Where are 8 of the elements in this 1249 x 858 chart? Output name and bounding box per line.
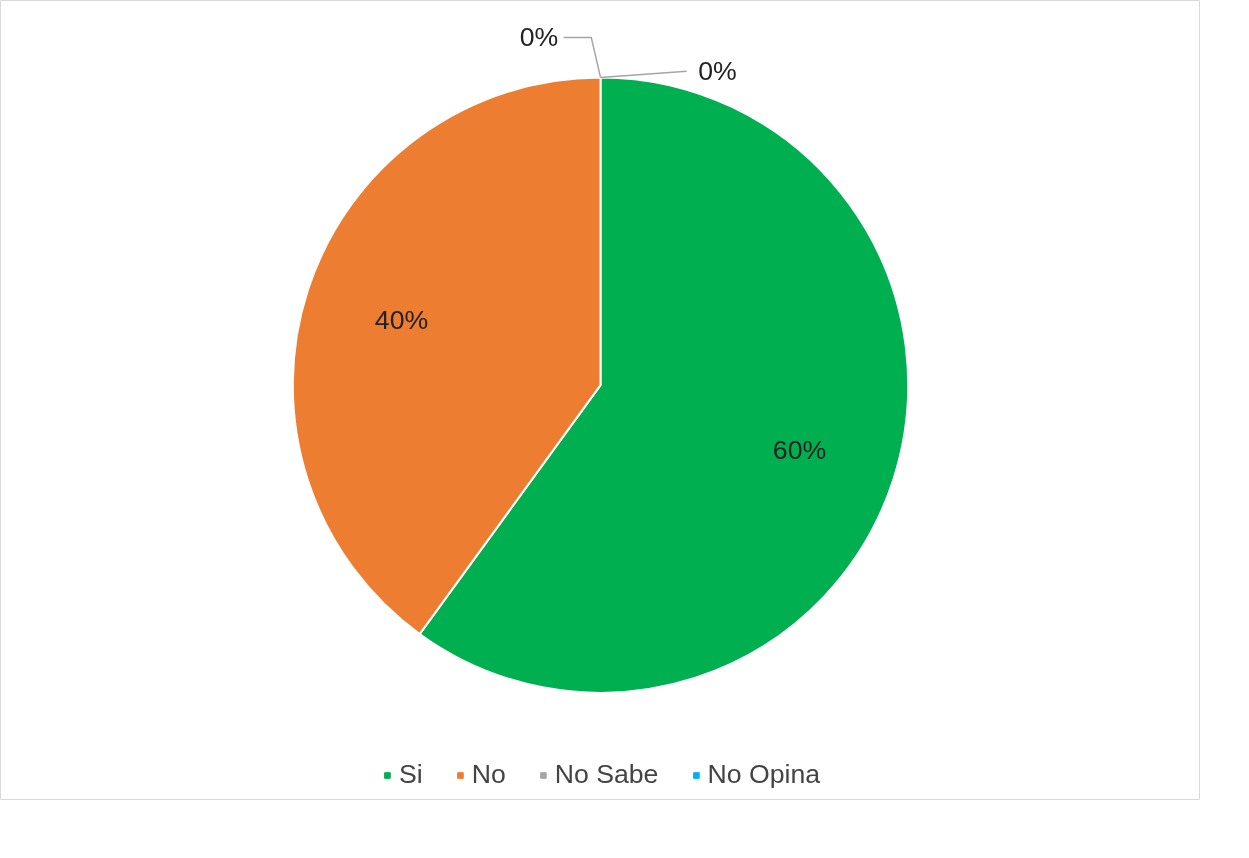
text: 0% xyxy=(698,56,737,87)
text: 0% xyxy=(519,22,559,53)
data-label: 40% xyxy=(374,305,429,336)
legend-label: Si xyxy=(398,759,423,790)
legend-label: No xyxy=(471,759,506,790)
data-label: 60% xyxy=(772,434,827,465)
legend-label: No Opina xyxy=(707,759,821,790)
legend-label: No Sabe xyxy=(554,759,659,790)
